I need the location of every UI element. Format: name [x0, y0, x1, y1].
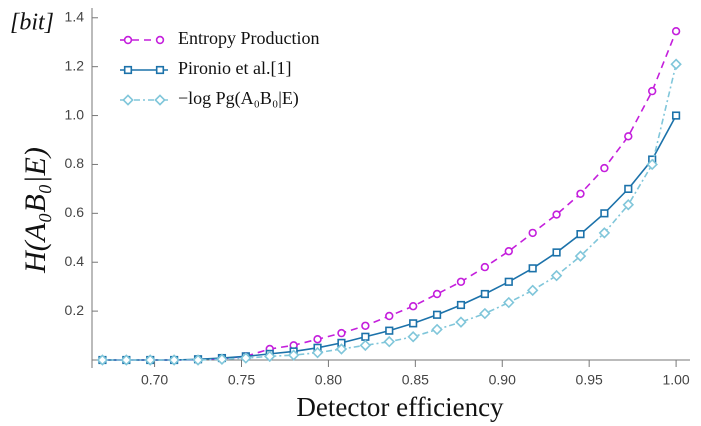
marker: [576, 230, 585, 239]
legend-marker: [122, 94, 134, 106]
marker: [503, 296, 515, 309]
marker: [192, 354, 204, 366]
marker: [168, 354, 180, 366]
x-tick-label: 0.90: [489, 372, 516, 388]
legend-label: Pironio et al.[1]: [178, 58, 291, 78]
legend-label: Entropy Production: [178, 28, 320, 48]
legend-marker: [154, 94, 166, 106]
y-axis-label: H(A₀B₀|E): [19, 147, 52, 274]
marker: [550, 269, 563, 282]
marker: [385, 326, 394, 335]
marker: [480, 289, 489, 299]
marker: [479, 307, 491, 320]
marker: [455, 316, 467, 328]
unit-label: [bit]: [10, 10, 54, 36]
marker: [456, 277, 466, 286]
marker: [409, 319, 418, 328]
marker: [622, 199, 635, 211]
marker: [574, 250, 587, 262]
marker: [337, 328, 346, 338]
marker: [335, 343, 348, 355]
x-tick-label: 0.95: [576, 372, 603, 388]
x-tick-label: 0.75: [228, 372, 255, 388]
legend-label: −log Pg(A₀B₀|E): [178, 88, 299, 109]
marker: [408, 302, 418, 311]
y-tick-label: 0.8: [65, 155, 85, 171]
marker: [526, 284, 539, 297]
y-tick-label: 1.0: [65, 106, 85, 122]
marker: [383, 335, 395, 348]
x-tick-label: 0.80: [315, 372, 342, 388]
marker: [671, 27, 681, 36]
marker: [646, 158, 658, 171]
series-line: [102, 115, 677, 361]
marker: [216, 353, 228, 365]
marker: [624, 184, 633, 193]
x-tick-label: 0.70: [141, 372, 168, 388]
x-tick-label: 1.00: [662, 372, 689, 388]
marker: [600, 209, 609, 218]
marker: [96, 354, 109, 366]
legend-marker: [123, 65, 133, 75]
marker: [671, 111, 681, 120]
marker: [311, 346, 324, 359]
marker: [264, 350, 276, 363]
marker: [359, 339, 372, 352]
y-tick-label: 0.4: [65, 253, 85, 269]
legend-marker: [155, 65, 165, 75]
marker: [431, 323, 443, 336]
marker: [624, 132, 633, 141]
marker: [120, 354, 133, 366]
x-tick-label: 0.85: [402, 372, 429, 388]
marker: [670, 58, 682, 70]
marker: [313, 335, 322, 344]
marker: [480, 262, 490, 272]
legend-marker: [155, 35, 165, 45]
marker: [144, 354, 156, 366]
marker: [240, 352, 252, 364]
marker: [287, 349, 300, 361]
marker: [552, 210, 561, 219]
marker: [385, 311, 394, 321]
y-tick-label: 0.2: [65, 302, 85, 318]
marker: [504, 277, 513, 286]
marker: [528, 228, 537, 238]
marker: [361, 321, 370, 330]
marker: [598, 227, 611, 239]
marker: [552, 248, 561, 257]
marker: [576, 189, 585, 198]
marker: [528, 264, 537, 273]
marker: [456, 300, 466, 310]
legend-marker: [123, 35, 133, 45]
series-line: [102, 30, 677, 361]
marker: [361, 332, 370, 341]
y-tick-label: 1.2: [65, 57, 85, 73]
x-axis-label: Detector efficiency: [296, 392, 504, 422]
marker: [432, 289, 442, 299]
y-tick-label: 1.4: [65, 8, 85, 24]
marker: [504, 247, 513, 256]
marker: [432, 310, 442, 319]
marker: [407, 331, 419, 343]
marker: [647, 86, 657, 96]
marker: [600, 163, 609, 173]
y-tick-label: 0.6: [65, 204, 85, 220]
